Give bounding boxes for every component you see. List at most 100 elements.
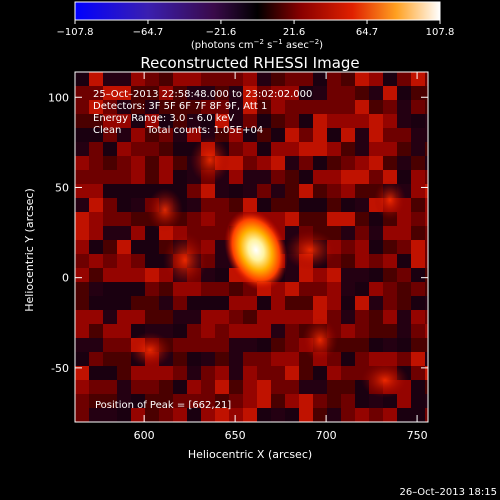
heatmap-cell xyxy=(75,86,89,100)
heatmap-cell xyxy=(425,296,428,310)
heatmap-cell xyxy=(89,254,103,268)
heatmap-cell xyxy=(229,128,243,142)
heatmap-cell xyxy=(159,100,173,114)
heatmap-cell xyxy=(425,268,428,282)
heatmap-cell xyxy=(229,86,243,100)
heatmap-cell xyxy=(355,156,369,170)
heatmap-cell xyxy=(229,338,243,352)
heatmap-cell xyxy=(341,380,355,394)
heatmap-cell xyxy=(103,394,117,408)
heatmap-cell xyxy=(271,408,285,422)
heatmap-cell xyxy=(243,408,257,422)
heatmap-cell xyxy=(285,86,299,100)
heatmap-cell xyxy=(411,114,425,128)
heatmap-cell xyxy=(411,352,425,366)
heatmap-cell xyxy=(257,128,271,142)
heatmap-cell xyxy=(313,366,327,380)
heatmap-cell xyxy=(397,170,411,184)
heatmap-cell xyxy=(383,142,397,156)
heatmap-cell xyxy=(341,394,355,408)
heatmap-cell xyxy=(201,394,215,408)
heatmap-cell xyxy=(89,296,103,310)
heatmap-cell xyxy=(425,156,428,170)
heatmap-cell xyxy=(257,184,271,198)
heatmap-cell xyxy=(341,240,355,254)
heatmap-cell xyxy=(103,338,117,352)
heatmap-cell xyxy=(201,366,215,380)
heatmap-cell xyxy=(103,86,117,100)
heatmap-cell xyxy=(271,212,285,226)
heatmap-cell xyxy=(173,380,187,394)
heatmap-cell xyxy=(299,268,313,282)
heatmap-cell xyxy=(383,296,397,310)
heatmap-cell xyxy=(257,86,271,100)
heatmap-cell xyxy=(187,366,201,380)
heatmap-cell xyxy=(243,324,257,338)
heatmap-cell xyxy=(187,394,201,408)
heatmap-cell xyxy=(271,142,285,156)
heatmap-cell xyxy=(187,212,201,226)
heatmap-cell xyxy=(103,184,117,198)
heatmap-cell xyxy=(103,198,117,212)
heatmap-cell xyxy=(285,408,299,422)
heatmap-cell xyxy=(369,240,383,254)
x-tick-label: 650 xyxy=(225,429,246,442)
heatmap-cell xyxy=(75,394,89,408)
heatmap-cell xyxy=(117,226,131,240)
heatmap-cell xyxy=(299,86,313,100)
heatmap-cell xyxy=(229,72,243,86)
heatmap-cell xyxy=(411,338,425,352)
heatmap-cell xyxy=(117,366,131,380)
heatmap-cell xyxy=(327,72,341,86)
heatmap-cell xyxy=(103,380,117,394)
heatmap-cell xyxy=(215,310,229,324)
y-tick-label: 50 xyxy=(55,181,69,194)
heatmap-cell xyxy=(75,240,89,254)
heatmap-cell xyxy=(229,310,243,324)
emission-blob xyxy=(284,230,336,270)
heatmap-cell xyxy=(397,128,411,142)
heatmap-cell xyxy=(285,156,299,170)
heatmap-cell xyxy=(131,212,145,226)
heatmap-cell xyxy=(215,324,229,338)
heatmap-cell xyxy=(103,268,117,282)
heatmap-cell xyxy=(355,394,369,408)
heatmap-cell xyxy=(243,170,257,184)
heatmap-cell xyxy=(215,380,229,394)
heatmap-cell xyxy=(131,408,145,422)
heatmap-cell xyxy=(369,310,383,324)
heatmap-cell xyxy=(117,86,131,100)
heatmap-cell xyxy=(173,114,187,128)
heatmap-cell xyxy=(341,128,355,142)
heatmap-cell xyxy=(103,240,117,254)
heatmap-cell xyxy=(215,296,229,310)
heatmap-cell xyxy=(411,296,425,310)
heatmap-cell xyxy=(355,282,369,296)
heatmap-cell xyxy=(397,86,411,100)
heatmap-cell xyxy=(117,142,131,156)
heatmap-cell xyxy=(299,72,313,86)
heatmap-cell xyxy=(131,86,145,100)
colorbar-tick-labels: −107.8 −64.7 −21.6 21.6 64.7 107.8 xyxy=(56,27,454,38)
heatmap-cell xyxy=(327,184,341,198)
heatmap-cell xyxy=(173,324,187,338)
heatmap-cell xyxy=(131,170,145,184)
heatmap-cell xyxy=(355,338,369,352)
heatmap-cell xyxy=(257,198,271,212)
heatmap-cell xyxy=(243,72,257,86)
heatmap-cell xyxy=(369,408,383,422)
x-tick-label: 700 xyxy=(316,429,337,442)
heatmap-cell xyxy=(411,310,425,324)
heatmap-cell xyxy=(397,352,411,366)
heatmap-cell xyxy=(285,324,299,338)
heatmap-cell xyxy=(75,338,89,352)
heatmap-cell xyxy=(355,296,369,310)
y-axis-label: Heliocentric Y (arcsec) xyxy=(23,188,36,312)
heatmap-cell xyxy=(117,338,131,352)
colorbar-tick-label: 21.6 xyxy=(283,27,305,38)
heatmap-cell xyxy=(215,394,229,408)
heatmap-cell xyxy=(103,352,117,366)
heatmap-cell xyxy=(369,114,383,128)
heatmap-cell xyxy=(145,282,159,296)
heatmap-cell xyxy=(327,380,341,394)
